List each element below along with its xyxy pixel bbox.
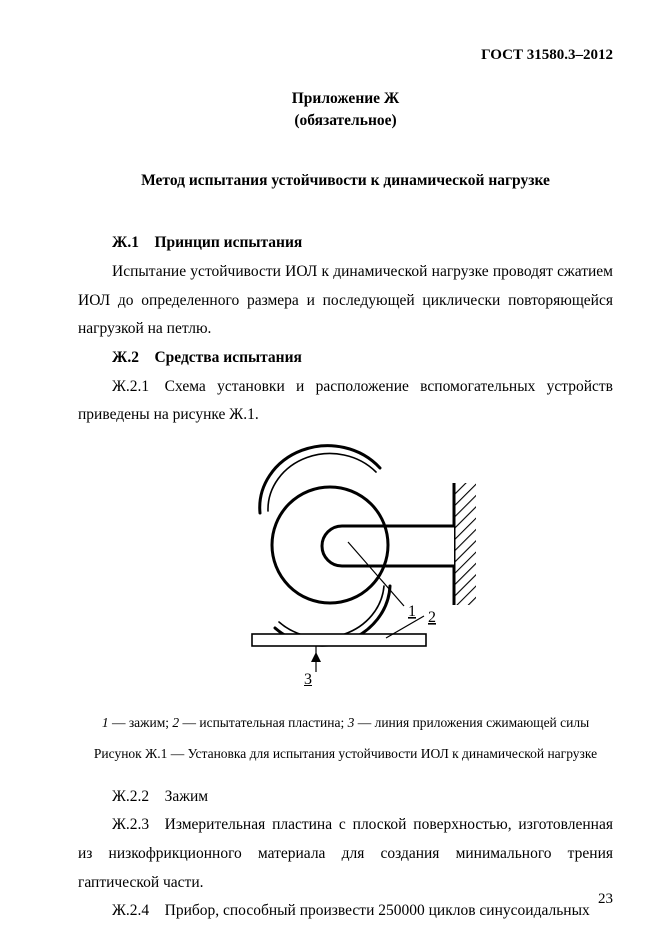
appendix-line1: Приложение Ж xyxy=(292,90,400,107)
legend-num-1: 1 xyxy=(102,715,109,730)
section-2-para-2: Ж.2.2 Зажим xyxy=(78,783,613,812)
svg-text:2: 2 xyxy=(428,609,436,626)
appendix-header: Приложение Ж (обязательное) xyxy=(78,88,613,133)
section-2-head: Ж.2 Средства испытания xyxy=(78,344,613,373)
legend-text-1: — зажим; xyxy=(109,715,173,730)
legend-text-3: — линия приложения сжимающей силы xyxy=(354,715,589,730)
section-2-para-1: Ж.2.1 Схема установки и расположение всп… xyxy=(78,373,613,430)
svg-text:3: 3 xyxy=(304,671,312,686)
section-1-head: Ж.1 Принцип испытания xyxy=(78,229,613,258)
section-2-para-3: Ж.2.3 Измерительная пластина с плоской п… xyxy=(78,811,613,897)
figure-zh1: 12 3 xyxy=(78,438,613,697)
legend-text-2: — испытательная пластина; xyxy=(179,715,347,730)
figure-legend: 1 — зажим; 2 — испытательная пластина; 3… xyxy=(78,711,613,736)
section-2-para-4: Ж.2.4 Прибор, способный произвести 25000… xyxy=(78,897,613,926)
main-title: Метод испытания устойчивости к динамичес… xyxy=(78,167,613,196)
figure-caption: Рисунок Ж.1 — Установка для испытания ус… xyxy=(78,742,613,767)
section-1-para-1: Испытание устойчивости ИОЛ к динамическо… xyxy=(78,258,613,344)
document-id: ГОСТ 31580.3–2012 xyxy=(78,42,613,70)
svg-text:1: 1 xyxy=(408,603,416,620)
figure-svg: 12 3 xyxy=(216,438,476,686)
appendix-line2: (обязательное) xyxy=(294,112,396,129)
page-number: 23 xyxy=(598,886,613,914)
